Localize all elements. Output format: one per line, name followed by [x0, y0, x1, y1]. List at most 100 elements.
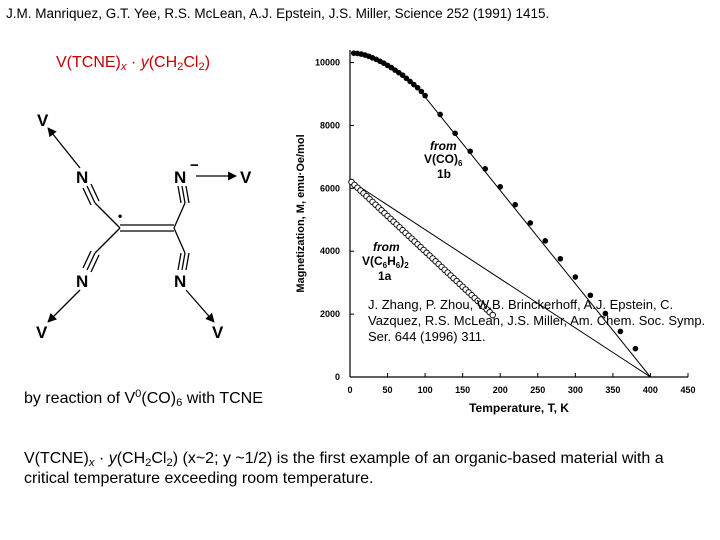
- reaction-sup: 0: [135, 388, 142, 400]
- fit-line-series-2: [349, 180, 651, 378]
- arrow-n-to-v-top-left: [47, 127, 81, 169]
- y-axis-label: Magnetization, M, emu·Oe/mol: [295, 134, 307, 292]
- x-tick-label: 350: [605, 385, 620, 395]
- series-2-formula-part: H: [387, 254, 396, 268]
- summary-sub-2b: 2: [166, 457, 173, 469]
- data-point-series-1: [497, 183, 504, 190]
- series-2-label-formula: V(C6H6)2: [362, 254, 409, 270]
- data-point-series-1: [587, 292, 594, 299]
- reference-2: J. Zhang, P. Zhou, W.B. Brinckerhoff, A.…: [368, 297, 706, 344]
- summary-prefix: V(TCNE): [24, 450, 89, 467]
- data-point-series-1: [527, 220, 534, 226]
- data-point-series-1: [418, 88, 425, 95]
- reaction-end: with TCNE: [182, 390, 263, 407]
- series-1-label-formula: V(CO)6: [424, 152, 463, 168]
- data-point-series-1: [467, 148, 473, 155]
- y-tick-label: 10000: [315, 58, 340, 68]
- arrow-n-to-v-bottom-right: [185, 289, 215, 323]
- y-tick-label: 2000: [320, 309, 340, 319]
- data-point-series-1: [557, 255, 564, 262]
- triple-br-1: [181, 252, 186, 271]
- x-tick-label: 100: [418, 385, 433, 395]
- summary-y: y: [108, 450, 117, 467]
- summary-x: x: [88, 457, 95, 469]
- bond-right-bottom: [173, 227, 186, 254]
- summary-cl: Cl: [151, 450, 167, 467]
- data-point-series-1: [437, 111, 443, 118]
- reaction-sub: 6: [176, 397, 183, 409]
- data-point-series-1: [542, 238, 549, 244]
- summary-sub-2: 2: [145, 457, 152, 469]
- triple-tl-1: [86, 185, 96, 204]
- chart-labels: 0 50 100 150 200 250 300 350 400 450 0 2000 4000 6000…: [295, 58, 696, 415]
- x-tick-label: 200: [493, 385, 508, 395]
- triple-br-3: [177, 252, 182, 271]
- bond-right-top: [173, 202, 186, 229]
- data-point-series-1: [572, 274, 579, 280]
- x-tick-label: 250: [530, 385, 545, 395]
- formula-dot: ·: [126, 54, 141, 71]
- formula-sub-2b: 2: [198, 61, 205, 73]
- data-point-series-1: [407, 78, 413, 85]
- series-1-label-id: 1b: [437, 167, 451, 181]
- citation: J.M. Manriquez, G.T. Yee, R.S. McLean, A…: [6, 6, 550, 21]
- triple-tl-2: [90, 183, 100, 202]
- summary-open: (CH: [116, 450, 146, 467]
- formula-y: y: [140, 54, 149, 71]
- atom-n-bottom-left: N: [76, 272, 88, 291]
- atom-n-top-left: N: [76, 168, 88, 187]
- formula-x: x: [120, 61, 127, 73]
- series-1-formula-main: V(CO): [424, 152, 458, 166]
- data-point-series-1: [403, 75, 410, 82]
- formula-open: (CH: [148, 54, 178, 71]
- data-point-series-2: [489, 311, 496, 319]
- series-2-formula-sub: 2: [404, 261, 409, 270]
- summary-dot: ·: [94, 450, 109, 467]
- formula-cl: Cl: [183, 54, 199, 71]
- data-point-series-1: [602, 310, 609, 317]
- summary-rest: ) (x~2; y ~1/2) is the first example of …: [24, 450, 664, 487]
- data-point-series-1: [482, 166, 489, 172]
- y-tick-label: 4000: [320, 246, 340, 256]
- x-axis-label: Temperature, T, K: [469, 401, 569, 415]
- data-point-series-1: [399, 72, 406, 78]
- series-2-formula-part: V(C: [362, 254, 383, 268]
- y-tick-label: 8000: [320, 120, 340, 130]
- formula-close: ): [204, 54, 211, 71]
- atom-v-top-left: V: [37, 111, 49, 130]
- data-point-series-1: [414, 84, 421, 91]
- x-tick-label: 450: [680, 385, 695, 395]
- triple-bl-1: [86, 252, 96, 271]
- chart-axes: [349, 50, 689, 378]
- series-2-formula-sub: 6: [396, 261, 401, 270]
- radical-dot: •: [118, 209, 122, 223]
- triple-tr-2: [185, 185, 190, 204]
- data-point-series-1: [512, 201, 519, 208]
- triple-bl-2: [90, 254, 100, 273]
- arrow-n-to-v-bottom-left: [47, 289, 81, 323]
- triple-bl-3: [82, 250, 92, 269]
- atom-v-right: V: [240, 168, 252, 187]
- x-tick-label: 150: [455, 385, 470, 395]
- triple-tr-3: [177, 185, 182, 204]
- reaction-mid: (CO): [141, 390, 177, 407]
- series-2-label-id: 1a: [378, 269, 392, 283]
- fit-lines: [349, 87, 651, 378]
- formula-prefix: V(TCNE): [56, 54, 121, 71]
- formula-title: V(TCNE)x · y(CH2Cl2): [56, 54, 211, 73]
- data-points: [348, 50, 639, 352]
- triple-tl-3: [82, 187, 92, 206]
- data-point-series-1: [411, 81, 417, 88]
- bond-left-top: [94, 202, 121, 229]
- x-tick-label: 300: [568, 385, 583, 395]
- x-tick-label: 0: [347, 385, 352, 395]
- data-point-series-1: [617, 328, 624, 335]
- series-2-label-from: from: [373, 240, 400, 254]
- atom-n-bottom-right: N: [174, 272, 186, 291]
- x-tick-label: 400: [643, 385, 658, 395]
- reaction-text: by reaction of V0(CO)6 with TCNE: [24, 388, 263, 409]
- atom-v-bottom-right: V: [212, 323, 224, 342]
- atom-n-top-right: N: [174, 168, 186, 187]
